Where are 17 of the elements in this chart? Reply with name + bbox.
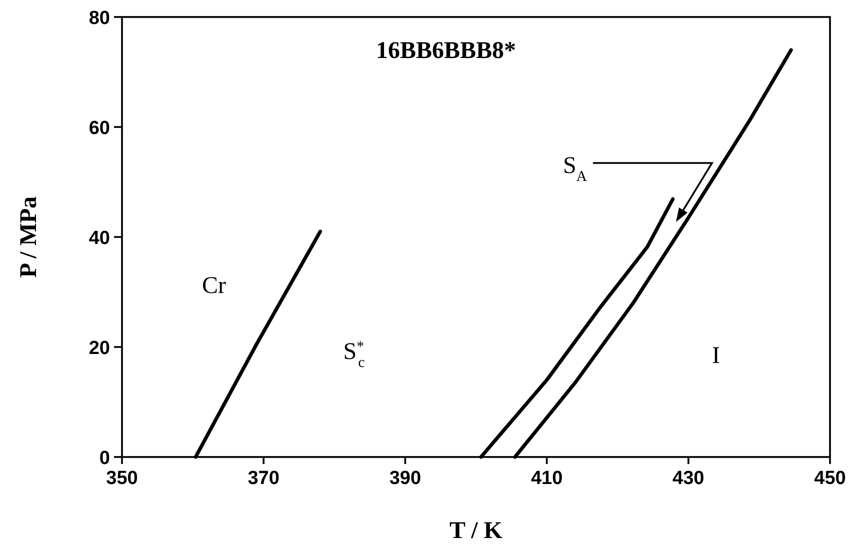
x-tick-label: 390 xyxy=(389,468,422,489)
annotation: S$_{A}$ xyxy=(562,153,588,185)
y-tick-label: 20 xyxy=(88,338,110,359)
x-tick-label: 410 xyxy=(530,468,563,489)
x-tick-label: 430 xyxy=(672,468,704,489)
y-tick-label: 0 xyxy=(99,448,110,469)
y-tick-label: 40 xyxy=(88,228,110,249)
annotation: I xyxy=(712,343,720,369)
y-tick-label: 60 xyxy=(88,118,110,139)
y-axis-title: P / MPa xyxy=(16,196,42,278)
y-tick-label: 80 xyxy=(88,8,110,29)
x-axis-title: T / K xyxy=(450,518,503,544)
annotation: Cr xyxy=(202,273,226,299)
text: 16BB6BBB8* xyxy=(376,38,516,64)
x-tick-label: 450 xyxy=(814,468,846,489)
x-tick-label: 370 xyxy=(248,468,280,489)
x-tick-label: 350 xyxy=(106,468,138,489)
